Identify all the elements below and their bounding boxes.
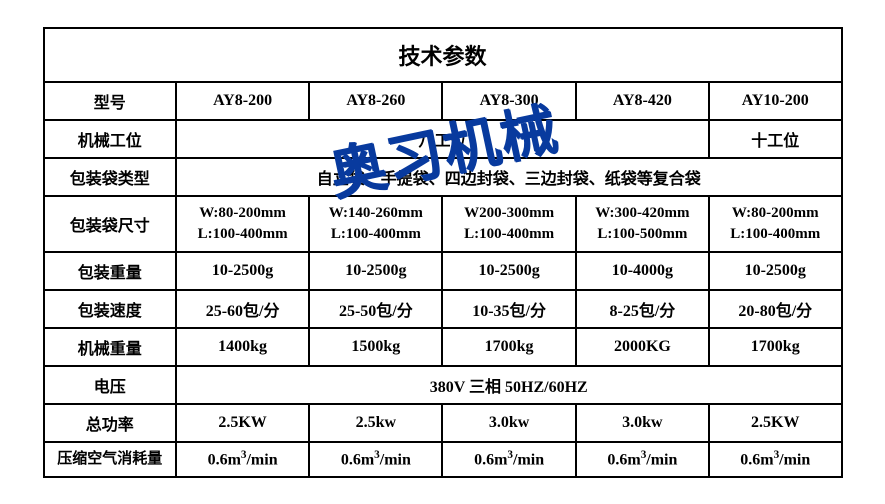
cell-weight: 10-2500g (309, 252, 442, 290)
row-label: 电压 (44, 366, 176, 404)
cell-weight: 10-4000g (576, 252, 709, 290)
col-header-model: AY10-200 (709, 82, 841, 120)
cell-bag-size: W200-300mmL:100-400mm (442, 196, 575, 252)
row-bag-type: 包装袋类型 自立袋、手提袋、四边封袋、三边封袋、纸袋等复合袋 (44, 158, 842, 196)
cell-weight: 10-2500g (709, 252, 841, 290)
cell-mweight: 1700kg (442, 328, 575, 366)
cell-air: 0.6m3/min (576, 442, 709, 477)
row-label: 压缩空气消耗量 (44, 442, 176, 477)
cell-bag-size: W:80-200mmL:100-400mm (709, 196, 841, 252)
cell-bag-size: W:140-260mmL:100-400mm (309, 196, 442, 252)
header-row: 型号 AY8-200 AY8-260 AY8-300 AY8-420 AY10-… (44, 82, 842, 120)
row-air: 压缩空气消耗量 0.6m3/min 0.6m3/min 0.6m3/min 0.… (44, 442, 842, 477)
cell-speed: 25-50包/分 (309, 290, 442, 328)
row-label: 包装袋类型 (44, 158, 176, 196)
row-label: 包装重量 (44, 252, 176, 290)
col-header-label: 型号 (44, 82, 176, 120)
cell-mweight: 2000KG (576, 328, 709, 366)
cell-mweight: 1500kg (309, 328, 442, 366)
cell-bag-size: W:300-420mmL:100-500mm (576, 196, 709, 252)
cell-power: 2.5KW (709, 404, 841, 442)
table-title: 技术参数 (44, 28, 842, 82)
cell-power: 2.5kw (309, 404, 442, 442)
cell-air: 0.6m3/min (309, 442, 442, 477)
cell-air: 0.6m3/min (176, 442, 309, 477)
cell-mweight: 1700kg (709, 328, 841, 366)
cell-speed: 25-60包/分 (176, 290, 309, 328)
cell-voltage: 380V 三相 50HZ/60HZ (176, 366, 842, 404)
row-label: 包装袋尺寸 (44, 196, 176, 252)
cell-power: 2.5KW (176, 404, 309, 442)
col-header-model: AY8-300 (442, 82, 575, 120)
cell-power: 3.0kw (576, 404, 709, 442)
col-header-model: AY8-260 (309, 82, 442, 120)
row-label: 包装速度 (44, 290, 176, 328)
cell-mweight: 1400kg (176, 328, 309, 366)
cell-bag-size: W:80-200mmL:100-400mm (176, 196, 309, 252)
cell-weight: 10-2500g (442, 252, 575, 290)
cell-speed: 20-80包/分 (709, 290, 841, 328)
col-header-model: AY8-200 (176, 82, 309, 120)
row-machine-weight: 机械重量 1400kg 1500kg 1700kg 2000KG 1700kg (44, 328, 842, 366)
cell-station-10: 十工位 (709, 120, 841, 158)
row-pack-weight: 包装重量 10-2500g 10-2500g 10-2500g 10-4000g… (44, 252, 842, 290)
cell-speed: 10-35包/分 (442, 290, 575, 328)
row-label: 机械工位 (44, 120, 176, 158)
cell-weight: 10-2500g (176, 252, 309, 290)
cell-speed: 8-25包/分 (576, 290, 709, 328)
col-header-model: AY8-420 (576, 82, 709, 120)
cell-bag-type: 自立袋、手提袋、四边封袋、三边封袋、纸袋等复合袋 (176, 158, 842, 196)
row-pack-speed: 包装速度 25-60包/分 25-50包/分 10-35包/分 8-25包/分 … (44, 290, 842, 328)
row-power: 总功率 2.5KW 2.5kw 3.0kw 3.0kw 2.5KW (44, 404, 842, 442)
row-station: 机械工位 八工位 十工位 (44, 120, 842, 158)
title-row: 技术参数 (44, 28, 842, 82)
cell-air: 0.6m3/min (442, 442, 575, 477)
cell-station-8: 八工位 (176, 120, 709, 158)
spec-table: 技术参数 型号 AY8-200 AY8-260 AY8-300 AY8-420 … (43, 27, 843, 478)
table-wrapper: 技术参数 型号 AY8-200 AY8-260 AY8-300 AY8-420 … (43, 27, 843, 478)
cell-air: 0.6m3/min (709, 442, 841, 477)
row-voltage: 电压 380V 三相 50HZ/60HZ (44, 366, 842, 404)
row-bag-size: 包装袋尺寸 W:80-200mmL:100-400mm W:140-260mmL… (44, 196, 842, 252)
row-label: 总功率 (44, 404, 176, 442)
row-label: 机械重量 (44, 328, 176, 366)
cell-power: 3.0kw (442, 404, 575, 442)
